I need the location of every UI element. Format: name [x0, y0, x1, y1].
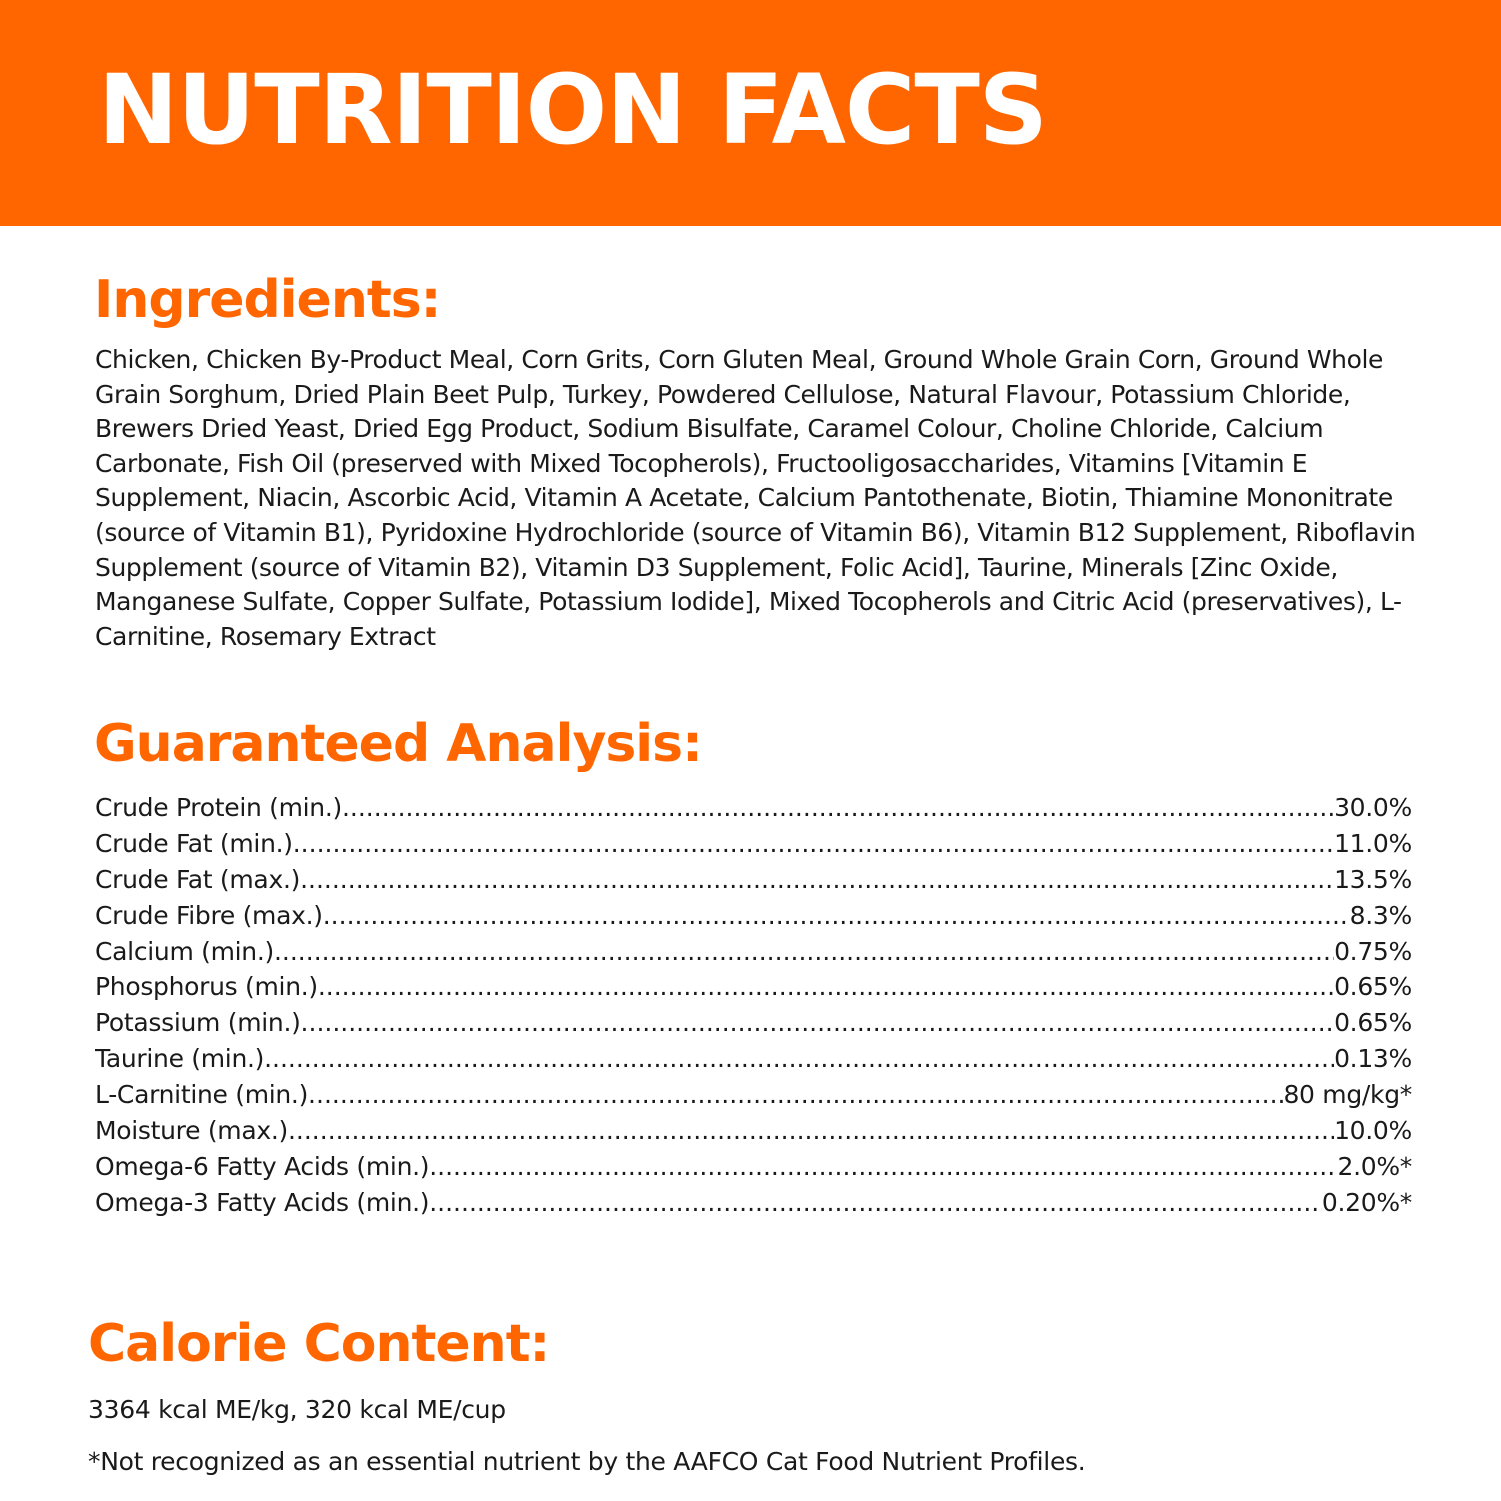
analysis-value: 30.0% [1334, 793, 1412, 822]
analysis-row: Calcium (min.) 0.75% [95, 934, 1412, 970]
analysis-row: L-Carnitine (min.) 80 mg/kg* [95, 1077, 1412, 1113]
dot-leader [288, 1113, 1334, 1149]
analysis-value: 13.5% [1334, 864, 1412, 894]
footnote: *Not recognized as an essential nutrient… [88, 1447, 1086, 1476]
analysis-value: 10.0% [1334, 1116, 1412, 1146]
analysis-row: Crude Fat (min.) 11.0% [95, 826, 1412, 862]
dot-leader [323, 898, 1350, 934]
analysis-label: Crude Fat (max.) [95, 864, 301, 894]
analysis-label: Omega-6 Fatty Acids (min.) [95, 1151, 430, 1181]
guaranteed-analysis-table: Crude Protein (min.) 30.0% Crude Fat (mi… [95, 790, 1412, 1221]
ingredients-list: Chicken, Chicken By-Product Meal, Corn G… [95, 345, 1416, 651]
dot-leader [274, 934, 1334, 970]
analysis-value: 2.0%* [1337, 1151, 1412, 1181]
analysis-row: Phosphorus (min.) 0.65% [95, 969, 1412, 1005]
analysis-label: Calcium (min.) [95, 936, 274, 966]
analysis-value: 0.13% [1334, 1044, 1412, 1074]
analysis-value: 0.20%* [1321, 1187, 1412, 1217]
analysis-value: 0.65% [1334, 972, 1412, 1002]
analysis-label: Moisture (max.) [95, 1116, 288, 1146]
analysis-row: Moisture (max.) 10.0% [95, 1113, 1412, 1149]
analysis-label: Phosphorus (min.) [95, 972, 318, 1002]
guaranteed-analysis-heading: Guaranteed Analysis: [94, 714, 703, 774]
analysis-label: Crude Fibre (max.) [95, 900, 323, 930]
analysis-value: 11.0% [1334, 828, 1412, 858]
analysis-row: Omega-3 Fatty Acids (min.) 0.20%* [95, 1185, 1412, 1221]
calorie-content-value: 3364 kcal ME/kg, 320 kcal ME/cup [88, 1395, 506, 1424]
page-title: NUTRITION FACTS [98, 54, 1048, 166]
dot-leader [301, 1005, 1335, 1041]
analysis-label: Potassium (min.) [95, 1008, 301, 1038]
calorie-content-heading: Calorie Content: [88, 1314, 550, 1374]
analysis-row: Crude Fibre (max.) 8.3% [95, 898, 1412, 934]
analysis-label: Taurine (min.) [95, 1044, 265, 1074]
ingredients-heading: Ingredients: [94, 270, 441, 330]
analysis-row: Crude Fat (max.) 13.5% [95, 862, 1412, 898]
analysis-label: Omega-3 Fatty Acids (min.) [95, 1187, 430, 1217]
dot-leader [293, 826, 1334, 862]
analysis-row: Potassium (min.) 0.65% [95, 1005, 1412, 1041]
dot-leader [342, 790, 1334, 826]
analysis-label: Crude Protein (min.) [95, 793, 342, 822]
dot-leader [318, 969, 1334, 1005]
analysis-value: 8.3% [1349, 900, 1412, 930]
analysis-value: 0.65% [1334, 1008, 1412, 1038]
dot-leader [308, 1077, 1283, 1113]
analysis-value: 0.75% [1334, 936, 1412, 966]
dot-leader [429, 1149, 1337, 1185]
analysis-row: Taurine (min.) 0.13% [95, 1041, 1412, 1077]
dot-leader [300, 862, 1334, 898]
dot-leader [264, 1041, 1334, 1077]
analysis-value: 80 mg/kg* [1283, 1080, 1412, 1110]
header-banner: NUTRITION FACTS [0, 0, 1501, 226]
analysis-label: Crude Fat (min.) [95, 828, 293, 858]
analysis-label: L-Carnitine (min.) [95, 1080, 309, 1110]
analysis-row: Omega-6 Fatty Acids (min.) 2.0%* [95, 1149, 1412, 1185]
analysis-row: Crude Protein (min.) 30.0% [95, 790, 1412, 826]
dot-leader [429, 1185, 1322, 1221]
